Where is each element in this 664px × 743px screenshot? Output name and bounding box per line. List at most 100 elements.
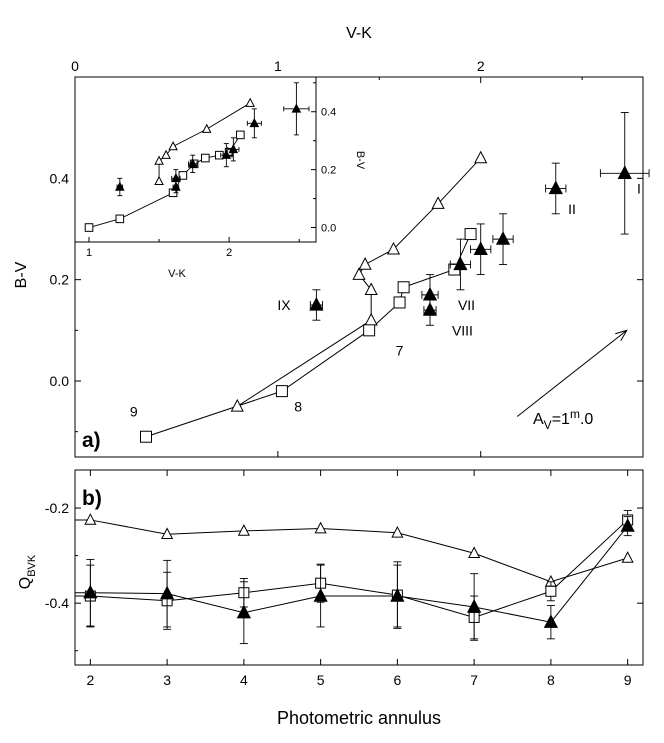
filled-triangles-point-b <box>236 604 251 619</box>
extinction-label-part: m <box>570 407 580 421</box>
open-squares-inset-point <box>178 171 188 180</box>
open-triangles-point <box>352 267 366 280</box>
filled-triangles-inset-point <box>221 149 232 159</box>
inset-y-tick-label: 0.4 <box>321 107 336 119</box>
open-squares-inset-point <box>201 153 210 163</box>
filled-triangles-point <box>453 256 468 271</box>
open-squares-point <box>397 281 410 294</box>
inset-y-tick-label: 0.0 <box>321 223 336 235</box>
filled-triangles-line-b <box>75 525 629 623</box>
open-triangles-inset-point <box>245 97 255 107</box>
open-triangles-point <box>364 312 378 326</box>
x-tick-label-b: 8 <box>547 672 555 688</box>
y-tick-label-b: -0.2 <box>45 500 69 516</box>
panel-label: a) <box>82 429 101 452</box>
point-annotation: 9 <box>130 403 138 419</box>
open-triangles-point-b <box>468 546 481 559</box>
y-tick-label: 0.2 <box>50 272 70 288</box>
open-triangles-inset-point <box>161 149 171 159</box>
open-squares-point <box>275 385 288 398</box>
plot-frame <box>74 76 644 458</box>
open-squares-point <box>140 430 152 443</box>
point-annotation: 7 <box>396 343 404 359</box>
filled-triangles-point-b <box>83 584 98 599</box>
filled-triangles-point-b <box>159 585 175 600</box>
filled-triangles-point <box>495 231 511 245</box>
x-tick-label-b: 7 <box>470 672 478 688</box>
filled-triangles-point-b <box>620 518 635 532</box>
y-tick-label: 0.0 <box>50 373 70 389</box>
open-triangles-point <box>431 196 445 209</box>
open-triangles-point-b <box>391 525 404 538</box>
open-squares-inset-point <box>115 214 125 224</box>
panel-a-inset: 1 2 V-K 0.0 0.2 0.4 B-V <box>74 76 366 280</box>
x-tick-label: 0 <box>71 58 79 74</box>
y-tick-label: 0.4 <box>50 170 70 186</box>
open-triangles-point <box>358 257 372 270</box>
panel-a: 0 1 2V-K0.00.20.4B-V9 87VIIIVIIIXIIIAV=1m.0… <box>13 25 650 458</box>
open-squares-inset-point <box>236 130 245 140</box>
extinction-label-part: =1 <box>552 411 570 428</box>
open-squares-point <box>464 228 477 241</box>
open-triangles-point-b <box>237 524 250 536</box>
open-triangles-point <box>364 282 378 296</box>
point-annotation: VIII <box>452 322 473 338</box>
open-triangles-line-b <box>75 519 628 583</box>
y-axis-title-b-subscript: BVK <box>26 554 38 577</box>
filled-triangles-point <box>548 180 563 195</box>
open-squares-point <box>363 324 376 337</box>
x-tick-label-b: 2 <box>86 672 94 688</box>
point-annotation: 8 <box>294 398 302 414</box>
filled-triangles-point-b <box>467 598 482 613</box>
open-squares-inset-point <box>84 223 94 232</box>
point-annotation: I <box>637 181 641 197</box>
x-tick-label: 1 <box>274 58 282 74</box>
x-tick-label-b: 3 <box>163 672 171 688</box>
x-axis-title: V-K <box>346 25 372 42</box>
inset-x-axis-title: V-K <box>168 268 186 280</box>
open-squares-line <box>145 233 472 438</box>
open-triangles-inset-point <box>201 123 212 133</box>
filled-triangles-inset-point <box>187 158 198 168</box>
inset-y-axis-title: B-V <box>354 151 366 170</box>
inset-x-tick-label: 1 <box>86 247 92 259</box>
filled-triangles-point-b <box>390 588 405 602</box>
x-tick-label-b: 4 <box>240 672 248 688</box>
filled-triangles-point <box>309 297 324 311</box>
open-squares-point-b <box>545 585 557 597</box>
open-triangles-point <box>230 398 244 412</box>
open-triangles-point-b <box>314 521 327 534</box>
extinction-label: AV=1m.0 <box>533 407 593 432</box>
filled-triangles-inset-point <box>228 143 239 154</box>
point-annotation: IX <box>277 297 291 313</box>
x-tick-label: 2 <box>477 58 485 74</box>
y-axis-title-b-main: Q <box>17 577 34 589</box>
filled-triangles-point-b <box>313 588 328 602</box>
extinction-label-part: .0 <box>580 411 593 428</box>
open-triangles-point <box>386 241 401 255</box>
plot-frame-b <box>74 469 644 666</box>
extinction-arrow-head <box>615 329 628 341</box>
open-triangles-inset-point <box>154 175 164 185</box>
filled-triangles-inset-point <box>171 172 181 183</box>
filled-triangles-point <box>617 165 632 179</box>
open-squares-line-b <box>75 519 628 618</box>
y-axis-title-b: QBVK <box>17 554 38 589</box>
open-triangles-point <box>474 150 488 164</box>
x-axis-title-b: Photometric annulus <box>277 708 441 728</box>
point-annotation: II <box>568 201 576 217</box>
filled-triangles-point <box>422 286 438 301</box>
y-tick-label-b: -0.4 <box>45 595 69 611</box>
panel-label-b: b) <box>82 487 102 510</box>
open-triangles-point-b <box>161 527 174 540</box>
open-triangles-inset-point <box>154 155 164 165</box>
x-tick-label-b: 9 <box>624 672 632 688</box>
filled-triangles-point <box>473 241 488 255</box>
inset-x-tick-label: 2 <box>226 247 232 259</box>
filled-triangles-point-b <box>543 614 559 628</box>
open-triangles-inset-point <box>168 141 178 151</box>
point-annotation: VII <box>458 297 475 313</box>
panel-b: 2 3 4 5 6 7 8 9 Photometric annulus -0.4 -0.2 QBVK b… <box>17 469 644 728</box>
open-squares-point <box>393 296 406 309</box>
inset-frame <box>74 76 317 243</box>
